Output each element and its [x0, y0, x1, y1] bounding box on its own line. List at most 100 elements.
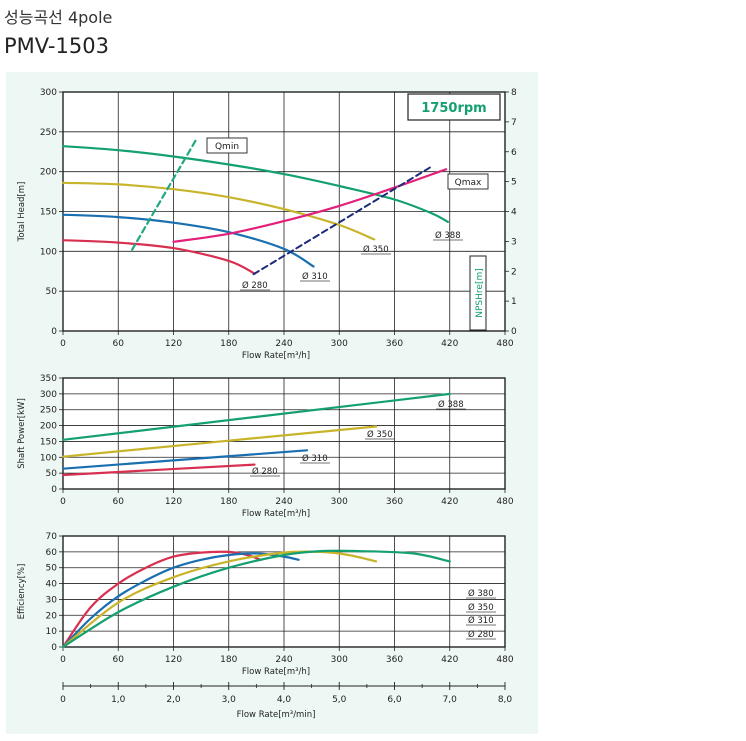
power-label-280: Ø 280 — [252, 466, 278, 477]
efficiency-curve-3 — [61, 549, 451, 649]
qmin-label: Qmin — [215, 142, 239, 152]
power-x-tick-label: 60 — [113, 497, 125, 507]
head-y2-tick-label: 7 — [511, 118, 517, 128]
head-curve-0 — [61, 145, 449, 223]
power-y-tick-label: 300 — [40, 390, 57, 400]
head-curve-1 — [61, 181, 376, 241]
power-x-tick-label: 0 — [60, 497, 66, 507]
power-frame — [62, 377, 506, 490]
efficiency-y-tick-label: 20 — [46, 611, 58, 621]
head-y-tick-label: 300 — [40, 88, 57, 98]
head-curve-2 — [61, 213, 315, 268]
power-x-tick-label: 480 — [496, 497, 513, 507]
head-y2-tick-label: 8 — [511, 88, 517, 98]
rpm-box — [407, 93, 501, 121]
power-y-tick-label: 50 — [46, 469, 58, 479]
head-y2-tick-label: 0 — [511, 327, 517, 337]
power-label-388: Ø 388 — [438, 399, 464, 410]
head-y2-tick-label: 4 — [511, 208, 517, 218]
qmin-label-box — [206, 137, 248, 154]
flow-min-tick-label: 5,0 — [332, 695, 347, 705]
head-label-310: Ø 310 — [302, 271, 328, 282]
power-x-tick-label: 240 — [275, 497, 292, 507]
efficiency-x-tick-label: 480 — [496, 655, 513, 665]
power-line-3 — [61, 463, 256, 477]
flow-min-tick-label: 6,0 — [387, 695, 402, 705]
flow-min-tick-label: 8,0 — [498, 695, 513, 705]
qmin-line — [131, 137, 198, 251]
power-y-tick-label: 250 — [40, 406, 57, 416]
power-y-tick-label: 0 — [51, 485, 57, 495]
flow-min-tick-label: 2,0 — [166, 695, 181, 705]
head-x-tick-label: 240 — [275, 339, 292, 349]
flow-min-tick-label: 7,0 — [443, 695, 458, 705]
head-x-tick-label: 420 — [441, 339, 458, 349]
head-y2-tick-label: 3 — [511, 237, 517, 247]
efficiency-x-tick-label: 180 — [220, 655, 237, 665]
efficiency-label-1: Ø 350 — [468, 602, 494, 613]
power-y-tick-label: 350 — [40, 374, 57, 384]
head-x-tick-label: 120 — [165, 339, 182, 349]
head-x-tick-label: 360 — [386, 339, 403, 349]
power-y-tick-label: 200 — [40, 422, 57, 432]
flow-min-tick-label: 3,0 — [222, 695, 237, 705]
flow-min-axis-label: Flow Rate[m³/min] — [237, 710, 316, 720]
head-y2-tick-label: 2 — [511, 267, 517, 277]
head-x-tick-label: 0 — [60, 339, 66, 349]
head-y-tick-label: 200 — [40, 168, 57, 178]
efficiency-x-tick-label: 300 — [331, 655, 348, 665]
efficiency-y-tick-label: 60 — [46, 548, 58, 558]
efficiency-y-tick-label: 10 — [46, 627, 58, 637]
efficiency-x-tick-label: 360 — [386, 655, 403, 665]
power-y-tick-label: 100 — [40, 453, 57, 463]
efficiency-y-tick-label: 40 — [46, 580, 58, 590]
efficiency-y-tick-label: 0 — [51, 643, 57, 653]
power-line-1 — [61, 425, 378, 458]
head-y2-tick-label: 1 — [511, 297, 517, 307]
efficiency-y-tick-label: 30 — [46, 595, 58, 605]
rpm-label: 1750rpm — [421, 101, 486, 116]
head-x-axis-label: Flow Rate[m³/h] — [242, 351, 310, 361]
efficiency-x-tick-label: 120 — [165, 655, 182, 665]
head-x-tick-label: 180 — [220, 339, 237, 349]
power-y-tick-label: 150 — [40, 437, 57, 447]
head-y-tick-label: 150 — [40, 208, 57, 218]
head-x-tick-label: 300 — [331, 339, 348, 349]
power-x-tick-label: 180 — [220, 497, 237, 507]
efficiency-y-axis-label: Efficiency[%] — [17, 564, 27, 620]
head-label-280: Ø 280 — [242, 280, 268, 291]
head-y-tick-label: 100 — [40, 247, 57, 257]
head-x-tick-label: 60 — [113, 339, 125, 349]
efficiency-label-3: Ø 280 — [468, 629, 494, 640]
power-x-axis-label: Flow Rate[m³/h] — [242, 509, 310, 519]
npsh-axis-label: NPSHre[m] — [475, 268, 485, 317]
efficiency-label-0: Ø 380 — [468, 588, 494, 599]
head-y2-tick-label: 6 — [511, 148, 517, 158]
page-title: 성능곡선 4pole — [4, 8, 113, 27]
efficiency-x-axis-label: Flow Rate[m³/h] — [242, 667, 310, 677]
head-curve-3 — [61, 239, 256, 275]
efficiency-x-tick-label: 240 — [275, 655, 292, 665]
head-y-tick-label: 0 — [51, 327, 57, 337]
npsh-label-box — [469, 255, 487, 331]
power-x-tick-label: 120 — [165, 497, 182, 507]
head-y-axis-label: Total Head[m] — [17, 182, 27, 243]
head-y2-tick-label: 5 — [511, 178, 517, 188]
efficiency-label-2: Ø 310 — [468, 615, 494, 626]
head-x-tick-label: 480 — [496, 339, 513, 349]
efficiency-x-tick-label: 420 — [441, 655, 458, 665]
flow-min-tick-label: 0 — [60, 695, 66, 705]
power-y-axis-label: Shaft Power[kW] — [17, 398, 27, 469]
head-label-350: Ø 350 — [363, 244, 389, 255]
power-label-310: Ø 310 — [302, 453, 328, 464]
efficiency-x-tick-label: 60 — [113, 655, 125, 665]
flow-min-tick-label: 4,0 — [277, 695, 292, 705]
efficiency-y-tick-label: 50 — [46, 564, 58, 574]
npsh-line — [252, 165, 433, 276]
power-x-tick-label: 420 — [441, 497, 458, 507]
power-line-0 — [61, 392, 451, 441]
efficiency-frame — [62, 535, 506, 648]
power-label-350: Ø 350 — [367, 429, 393, 440]
head-y-tick-label: 50 — [46, 287, 58, 297]
